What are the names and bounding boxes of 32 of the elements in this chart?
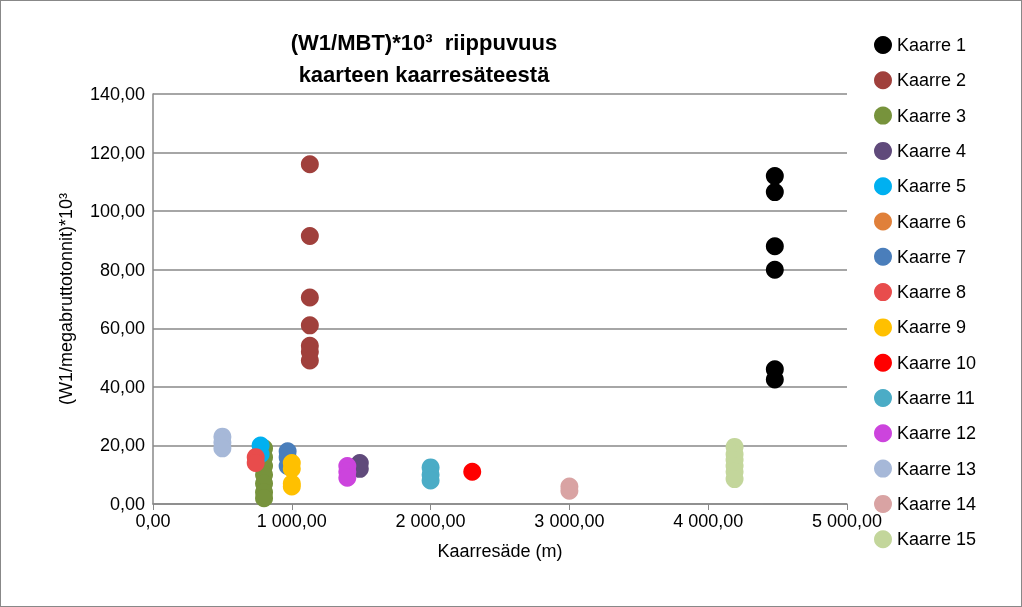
legend-label: Kaarre 2 [897, 70, 967, 91]
legend-label: Kaarre 13 [897, 458, 977, 479]
legend-label: Kaarre 4 [897, 140, 967, 161]
y-tick-label: 120,00 [89, 142, 145, 163]
legend-label: Kaarre 11 [897, 388, 975, 408]
legend-label: Kaarre 6 [897, 211, 967, 232]
x-tick-label: 5 000,00 [811, 511, 883, 531]
legend-label: Kaarre 8 [897, 282, 967, 303]
legend-label: Kaarre 5 [897, 176, 967, 197]
y-tick-label: 60,00 [99, 318, 145, 339]
y-tick-label: 40,00 [99, 376, 145, 397]
legend-label: Kaarre 1 [897, 35, 967, 55]
y-tick-label: 80,00 [99, 259, 145, 280]
chart-title: (W1/MBT)*10³ riippuvuus kaarteen kaarresäteestä [290, 29, 558, 87]
y-tick-label: 0,00 [109, 494, 145, 514]
x-tick-label: 2 000,00 [395, 511, 466, 531]
y-tick-label: 100,00 [89, 201, 145, 222]
x-tick-label: 4 000,00 [673, 511, 744, 531]
legend-label: Kaarre 10 [897, 352, 977, 373]
legend-label: Kaarre 12 [897, 423, 977, 444]
x-tick-label: 0,00 [135, 511, 171, 531]
y-axis-title: (W1/megabruttotonnit)*10³ [56, 192, 76, 406]
x-axis-title: Kaarresäde (m) [437, 541, 563, 561]
legend-label: Kaarre 9 [897, 317, 967, 338]
legend-label: Kaarre 15 [897, 529, 977, 550]
legend-label: Kaarre 14 [897, 493, 977, 514]
y-tick-label: 140,00 [89, 84, 145, 104]
legend-label: Kaarre 3 [897, 105, 967, 126]
x-tick-label: 1 000,00 [256, 511, 327, 531]
legend-label: Kaarre 7 [897, 246, 967, 267]
y-tick-label: 20,00 [99, 435, 145, 456]
x-tick-label: 3 000,00 [534, 511, 605, 531]
